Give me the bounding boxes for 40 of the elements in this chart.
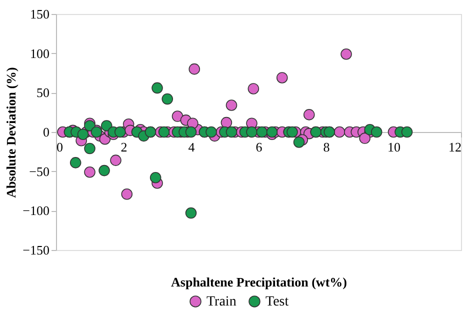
point — [162, 93, 174, 105]
point — [206, 126, 217, 138]
y-tick-label: 50 — [36, 85, 50, 100]
point — [98, 164, 110, 176]
x-tick-label: 12 — [448, 140, 462, 154]
x-tick-label: 0 — [56, 140, 63, 154]
point — [70, 157, 82, 168]
y-tick-label: −100 — [22, 203, 50, 218]
x-tick-label: 4 — [188, 140, 196, 154]
x-tick-label: 2 — [120, 140, 128, 154]
y-tick-label: 150 — [30, 6, 50, 22]
x-tick-label: 8 — [323, 140, 330, 154]
point — [152, 82, 163, 94]
y-tick-label: 0 — [43, 124, 50, 140]
point — [266, 126, 278, 138]
y-tick-label: −50 — [29, 164, 50, 179]
point — [185, 126, 197, 138]
point — [100, 120, 112, 132]
point — [84, 120, 96, 132]
point — [246, 126, 258, 138]
point — [226, 126, 238, 138]
point — [370, 126, 382, 138]
point — [293, 136, 305, 148]
point — [158, 126, 170, 138]
legend-label: Test — [266, 294, 289, 310]
point — [256, 126, 268, 138]
y-axis-title: Absolute Deviation (%) — [4, 67, 19, 198]
x-tick-label: 6 — [256, 140, 263, 154]
point — [185, 207, 197, 219]
point — [84, 142, 96, 154]
point — [286, 126, 298, 138]
point — [150, 172, 162, 184]
point — [114, 126, 126, 138]
x-axis-title: Asphaltene Precipitation (wt%) — [171, 274, 347, 290]
point — [401, 126, 413, 138]
y-tick-label: −150 — [22, 242, 50, 258]
x-tick-label: 10 — [388, 140, 400, 154]
legend-label: Train — [206, 294, 236, 310]
y-tick-label: 100 — [30, 46, 50, 61]
point — [77, 128, 89, 140]
